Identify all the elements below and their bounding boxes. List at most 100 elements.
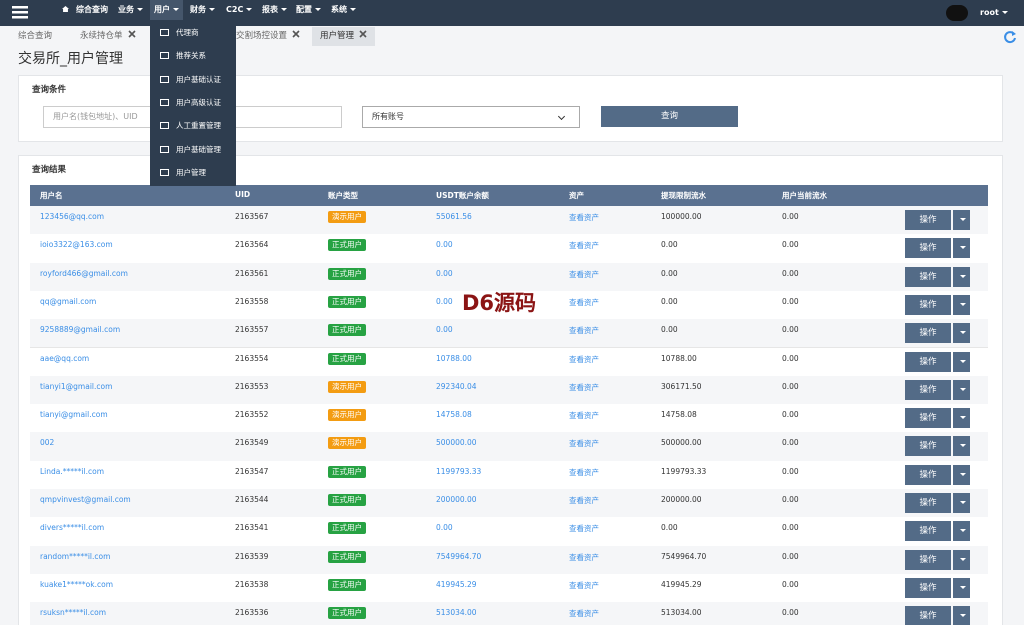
link[interactable]: 0.00: [436, 325, 453, 335]
dropdown-item[interactable]: 用户管理: [150, 161, 236, 184]
action-caret[interactable]: [953, 323, 970, 344]
link[interactable]: 0.00: [436, 240, 453, 250]
action-button[interactable]: 操作: [905, 408, 951, 429]
link[interactable]: 55061.56: [436, 212, 472, 221]
link[interactable]: 419945.29: [436, 579, 477, 589]
action-button[interactable]: 操作: [905, 606, 951, 625]
link[interactable]: 查看资产: [569, 467, 599, 477]
tab-close[interactable]: [292, 30, 300, 38]
link[interactable]: 200000.00: [436, 495, 477, 504]
link[interactable]: 查看资产: [569, 213, 599, 222]
link[interactable]: divers*****il.com: [40, 523, 105, 533]
action-caret[interactable]: [953, 379, 970, 400]
action-caret[interactable]: [953, 436, 970, 457]
link[interactable]: ioio3322@163.com: [40, 240, 113, 250]
link[interactable]: 0.00: [436, 296, 453, 306]
action-button[interactable]: 操作: [905, 323, 951, 344]
nav-item[interactable]: C2C: [222, 0, 256, 20]
link[interactable]: 查看资产: [569, 552, 599, 562]
nav-item[interactable]: 业务: [114, 0, 147, 20]
action-button[interactable]: 操作: [905, 210, 951, 230]
action-caret[interactable]: [953, 549, 970, 570]
dropdown-item[interactable]: 推荐关系: [150, 44, 236, 67]
link[interactable]: 500000.00: [436, 438, 477, 448]
action-caret[interactable]: [953, 521, 970, 542]
link[interactable]: 513034.00: [436, 608, 477, 618]
action-caret[interactable]: [953, 266, 970, 287]
action-button[interactable]: 操作: [905, 549, 951, 570]
link[interactable]: tianyi1@gmail.com: [40, 381, 113, 391]
dropdown-item[interactable]: 用户基础认证: [150, 68, 236, 91]
query-button[interactable]: 查询: [601, 106, 738, 127]
action-button[interactable]: 操作: [905, 577, 951, 598]
dropdown-item[interactable]: 人工重置管理: [150, 114, 236, 137]
action-caret[interactable]: [953, 606, 970, 625]
action-button[interactable]: 操作: [905, 238, 951, 259]
nav-item[interactable]: 综合查询: [76, 5, 108, 14]
link[interactable]: 查看资产: [569, 382, 599, 392]
link[interactable]: 查看资产: [569, 297, 599, 307]
action-caret[interactable]: [953, 294, 970, 315]
refresh-icon[interactable]: [1003, 30, 1017, 44]
action-button[interactable]: 操作: [905, 294, 951, 315]
tab[interactable]: 用户管理: [312, 27, 376, 46]
link[interactable]: 1199793.33: [436, 466, 482, 476]
link[interactable]: royford466@gmail.com: [40, 268, 128, 278]
link[interactable]: rsuksn*****il.com: [40, 608, 107, 618]
link[interactable]: 10788.00: [436, 353, 472, 363]
link[interactable]: aae@qq.com: [40, 353, 90, 363]
link[interactable]: 查看资产: [569, 269, 599, 279]
link[interactable]: 292340.04: [436, 381, 477, 391]
dropdown-item[interactable]: 用户高级认证: [150, 91, 236, 114]
action-caret[interactable]: [953, 464, 970, 485]
nav-item[interactable]: 用户: [150, 0, 183, 20]
menu-toggle[interactable]: [12, 5, 28, 19]
action-button[interactable]: 操作: [905, 436, 951, 457]
link[interactable]: qmpvinvest@gmail.com: [40, 495, 131, 504]
dropdown-item[interactable]: 代理商: [150, 21, 236, 44]
link[interactable]: tianyi@gmail.com: [40, 410, 108, 420]
link[interactable]: 查看资产: [569, 609, 599, 619]
chat-icon[interactable]: [946, 5, 968, 21]
link[interactable]: 002: [40, 438, 55, 448]
link[interactable]: 查看资产: [569, 524, 599, 534]
link[interactable]: 查看资产: [569, 580, 599, 590]
nav-item[interactable]: 报表: [258, 0, 291, 20]
link[interactable]: 9258889@gmail.com: [40, 325, 121, 335]
link[interactable]: 查看资产: [569, 411, 599, 421]
link[interactable]: 查看资产: [569, 326, 599, 336]
link[interactable]: Linda.*****il.com: [40, 466, 105, 476]
tab[interactable]: 交割场控设置: [228, 27, 308, 46]
action-caret[interactable]: [953, 493, 970, 513]
action-button[interactable]: 操作: [905, 464, 951, 485]
tab[interactable]: 综合查询: [18, 31, 53, 41]
nav-item[interactable]: 系统: [327, 0, 360, 20]
nav-item[interactable]: 配置: [292, 0, 325, 20]
action-caret[interactable]: [953, 577, 970, 598]
action-button[interactable]: 操作: [905, 351, 951, 372]
link[interactable]: random*****il.com: [40, 551, 111, 561]
nav-item[interactable]: 财务: [186, 0, 219, 20]
link[interactable]: 123456@qq.com: [40, 212, 105, 221]
action-caret[interactable]: [953, 408, 970, 429]
tab[interactable]: 永续持仓单: [72, 27, 144, 46]
action-caret[interactable]: [953, 210, 970, 230]
action-button[interactable]: 操作: [905, 379, 951, 400]
tab-close[interactable]: [127, 30, 136, 38]
action-button[interactable]: 操作: [905, 521, 951, 542]
link[interactable]: kuake1*****ok.com: [40, 579, 114, 589]
link[interactable]: 0.00: [436, 268, 453, 278]
link[interactable]: 0.00: [436, 523, 453, 533]
link[interactable]: 查看资产: [569, 439, 599, 449]
user-menu[interactable]: root: [976, 3, 1012, 23]
link[interactable]: 查看资产: [569, 496, 599, 505]
tab-close[interactable]: [359, 30, 367, 38]
link[interactable]: 14758.08: [436, 410, 472, 420]
action-caret[interactable]: [953, 351, 970, 372]
account-select[interactable]: 所有账号: [362, 106, 580, 128]
link[interactable]: 查看资产: [569, 354, 599, 364]
link[interactable]: qq@gmail.com: [40, 296, 97, 306]
action-caret[interactable]: [953, 238, 970, 259]
action-button[interactable]: 操作: [905, 493, 951, 513]
link[interactable]: 查看资产: [569, 241, 599, 251]
